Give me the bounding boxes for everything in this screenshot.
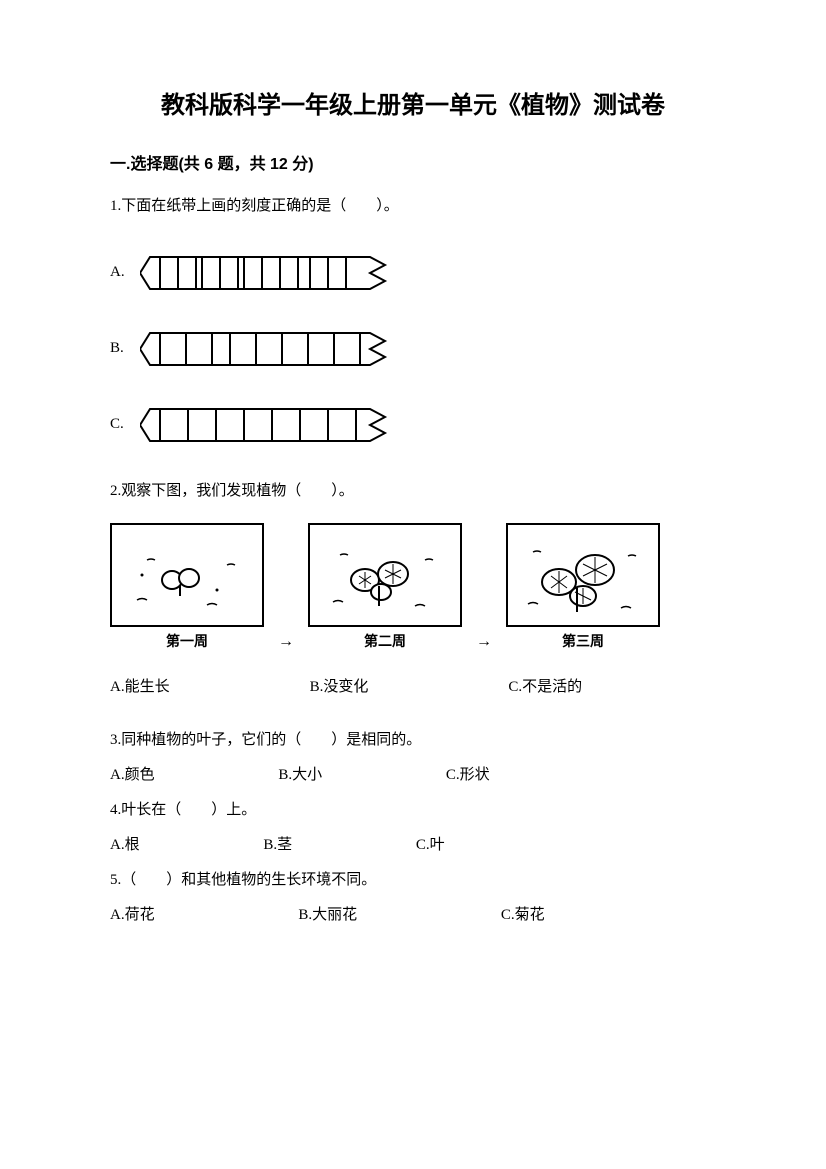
ruler-b-icon [140, 325, 400, 373]
q1-label-a: A. [110, 264, 130, 281]
q4-opt-a: A.根 [110, 837, 140, 853]
seedling-small-icon [117, 530, 257, 620]
seedling-large-icon [513, 530, 653, 620]
q2-opt-b: B.没变化 [310, 675, 369, 696]
section-heading: 一.选择题(共 6 题，共 12 分) [110, 150, 716, 174]
arrow-1: → [278, 523, 294, 651]
plant-week3-box [506, 523, 660, 627]
seedling-medium-icon [315, 530, 455, 620]
q5-opt-b: B.大丽花 [298, 907, 357, 923]
q4-opt-b: B.茎 [263, 837, 292, 853]
caption-week2: 第二周 [308, 631, 462, 651]
q3-opt-a: A.颜色 [110, 767, 155, 783]
q1-label-c: C. [110, 416, 130, 433]
question-1: 1.下面在纸带上画的刻度正确的是（ ）。 [110, 192, 716, 221]
question-3: 3.同种植物的叶子，它们的（ ）是相同的。 [110, 728, 716, 749]
ruler-c-icon [140, 401, 400, 449]
arrow-2: → [476, 523, 492, 651]
q3-options: A.颜色 B.大小 C.形状 [110, 763, 716, 784]
caption-week1: 第一周 [110, 631, 264, 651]
question-4: 4.叶长在（ ）上。 [110, 798, 716, 819]
q2-options: A.能生长 B.没变化 C.不是活的 [110, 675, 716, 696]
page-title: 教科版科学一年级上册第一单元《植物》测试卷 [110, 85, 716, 120]
q5-opt-a: A.荷花 [110, 907, 155, 923]
q4-options: A.根 B.茎 C.叶 [110, 833, 716, 854]
q1-option-c: C. [110, 401, 716, 449]
q5-opt-c: C.菊花 [501, 907, 545, 923]
q5-options: A.荷花 B.大丽花 C.菊花 [110, 903, 716, 924]
ruler-a-icon [140, 249, 400, 297]
plant-week1-box [110, 523, 264, 627]
q4-opt-c: C.叶 [416, 837, 445, 853]
q2-opt-a: A.能生长 [110, 675, 170, 696]
q3-opt-c: C.形状 [446, 767, 490, 783]
q1-option-b: B. [110, 325, 716, 373]
question-5: 5.（ ）和其他植物的生长环境不同。 [110, 868, 716, 889]
q2-figure-row: 第一周 → 第二周 → [110, 523, 716, 651]
caption-week3: 第三周 [506, 631, 660, 651]
q2-opt-c: C.不是活的 [508, 675, 582, 696]
q3-opt-b: B.大小 [278, 767, 322, 783]
q1-option-a: A. [110, 249, 716, 297]
plant-week2-box [308, 523, 462, 627]
q1-label-b: B. [110, 340, 130, 357]
question-2: 2.观察下图，我们发现植物（ ）。 [110, 477, 716, 506]
